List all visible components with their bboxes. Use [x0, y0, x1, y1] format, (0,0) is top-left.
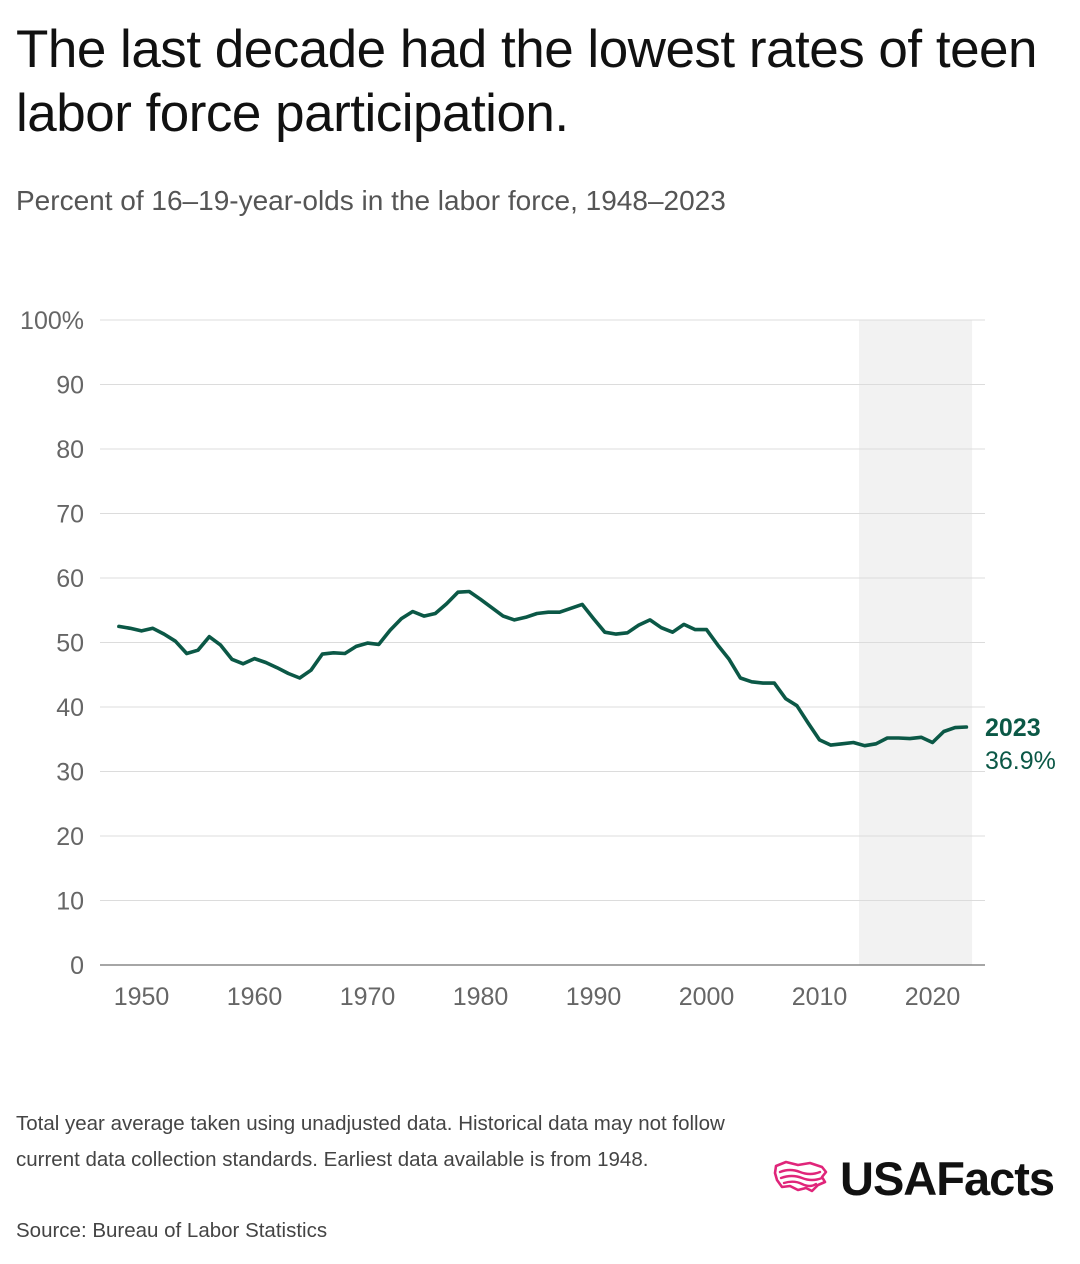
- y-tick-label: 60: [56, 565, 84, 593]
- us-map-icon: [773, 1160, 828, 1193]
- y-tick-label: 80: [56, 436, 84, 464]
- y-tick-label: 40: [56, 694, 84, 722]
- y-tick-label: 0: [70, 952, 84, 980]
- y-tick-label: 90: [56, 372, 84, 400]
- x-tick-label: 2000: [679, 983, 735, 1011]
- series-line: [117, 589, 969, 748]
- chart-title: The last decade had the lowest rates of …: [16, 20, 1038, 143]
- x-tick-label: 1950: [114, 983, 170, 1011]
- x-tick-label: 2020: [905, 983, 961, 1011]
- x-tick-label: 1980: [453, 983, 509, 1011]
- chart-subtitle: Percent of 16–19-year-olds in the labor …: [16, 185, 726, 216]
- x-tick-label: 1960: [227, 983, 283, 1011]
- footnote: Total year average taken using unadjuste…: [16, 1112, 725, 1171]
- y-tick-label: 20: [56, 823, 84, 851]
- y-tick-label: 70: [56, 501, 84, 529]
- end-label-value: 36.9%: [985, 747, 1056, 775]
- brand-logo[interactable]: USAFacts: [772, 1148, 1055, 1208]
- x-tick-label: 2010: [792, 983, 848, 1011]
- x-tick-label: 1970: [340, 983, 396, 1011]
- y-tick-label: 50: [56, 630, 84, 658]
- y-tick-label: 10: [56, 888, 84, 916]
- source-note: Source: Bureau of Labor Statistics: [16, 1219, 328, 1242]
- brand-name: USAFacts: [840, 1151, 1055, 1205]
- x-tick-label: 1990: [566, 983, 622, 1011]
- y-tick-label: 30: [56, 759, 84, 787]
- end-label-year: 2023: [985, 714, 1041, 742]
- y-tick-label: 100%: [20, 307, 84, 335]
